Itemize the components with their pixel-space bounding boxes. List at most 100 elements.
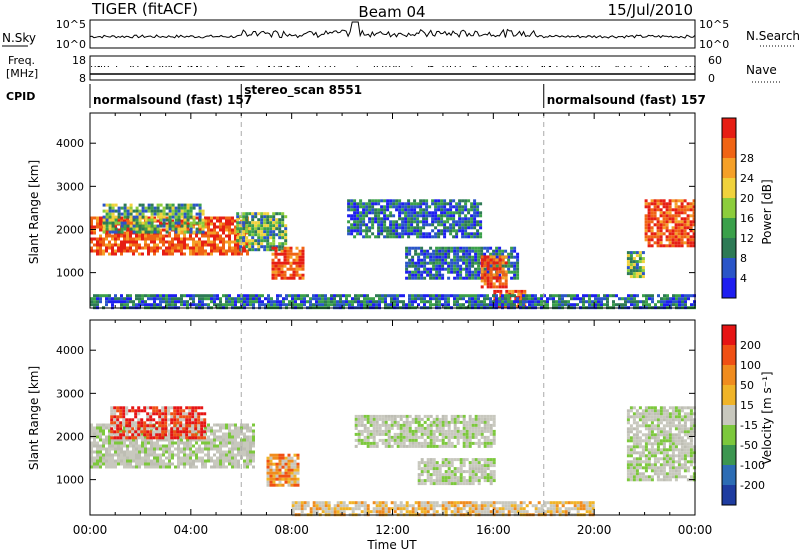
data-cell [477,264,481,268]
data-cell [372,300,375,304]
data-cell [393,303,396,307]
data-cell [350,217,354,221]
data-cell [495,294,498,298]
data-cell [588,294,591,298]
data-cell [99,453,102,457]
data-cell [464,202,468,206]
data-cell [486,267,490,271]
data-cell [520,292,524,296]
data-cell [192,249,195,253]
data-cell [116,415,120,419]
data-cell [237,435,240,439]
data-cell [201,450,204,454]
data-cell [372,435,376,439]
data-cell [168,246,171,250]
data-cell [413,214,417,218]
data-cell [120,221,124,225]
data-cell [245,236,249,240]
data-cell [171,462,174,466]
data-cell [144,300,147,304]
data-cell [404,214,408,218]
data-cell [681,303,684,307]
data-cell [534,294,537,298]
data-cell [177,249,180,253]
nave-dot [97,66,99,67]
data-cell [138,456,141,460]
data-cell [422,211,426,215]
data-cell [576,303,579,307]
data-cell [180,219,183,223]
data-cell [405,420,409,424]
data-cell [260,242,264,246]
data-cell [659,214,663,218]
data-cell [428,205,432,209]
data-cell [228,423,231,427]
data-cell [269,215,273,219]
data-cell [283,270,287,274]
data-cell [198,246,201,250]
data-cell [300,297,303,301]
data-cell [146,427,150,431]
data-cell [147,294,150,298]
data-cell [357,441,361,445]
data-cell [177,246,180,250]
data-cell [683,232,687,236]
data-cell [117,300,120,304]
data-cell [156,453,159,457]
data-cell [480,303,483,307]
data-cell [426,458,430,462]
data-cell [456,420,460,424]
data-cell [449,223,453,227]
data-cell [284,465,288,469]
data-cell [633,300,636,304]
data-cell [510,252,514,256]
data-cell [90,441,93,445]
data-cell [216,444,219,448]
data-cell [149,415,153,419]
data-cell [188,436,192,440]
data-cell [449,202,453,206]
data-cell [189,438,192,442]
data-cell [129,209,133,213]
data-cell [365,208,369,212]
data-cell [432,276,436,280]
data-cell [126,237,129,241]
data-cell [453,423,457,427]
data-cell [680,241,684,245]
data-cell [286,255,290,259]
data-cell [251,218,255,222]
data-cell [102,453,105,457]
data-cell [216,447,219,451]
data-cell [438,444,442,448]
data-cell [461,211,465,215]
nave-dot [595,66,597,67]
data-cell [438,426,442,430]
data-cell [381,441,385,445]
data-cell [411,303,414,307]
data-cell [239,239,243,243]
data-cell [171,300,174,304]
data-cell [99,447,102,451]
data-cell [135,215,139,219]
data-cell [675,294,678,298]
nave-dot [543,66,545,67]
data-cell [452,199,456,203]
data-cell [653,223,657,227]
data-cell [113,430,117,434]
data-cell [275,471,279,475]
data-cell [650,202,654,206]
data-cell [638,254,642,258]
data-cell [350,214,354,218]
data-cell [516,270,520,274]
data-cell [447,429,451,433]
data-cell [461,208,465,212]
data-cell [647,220,651,224]
data-cell [347,199,351,203]
data-cell [173,409,177,413]
data-cell [437,199,441,203]
data-cell [204,462,207,466]
nave-dot [191,66,193,67]
data-cell [279,303,282,307]
data-cell [456,476,460,480]
data-cell [377,226,381,230]
